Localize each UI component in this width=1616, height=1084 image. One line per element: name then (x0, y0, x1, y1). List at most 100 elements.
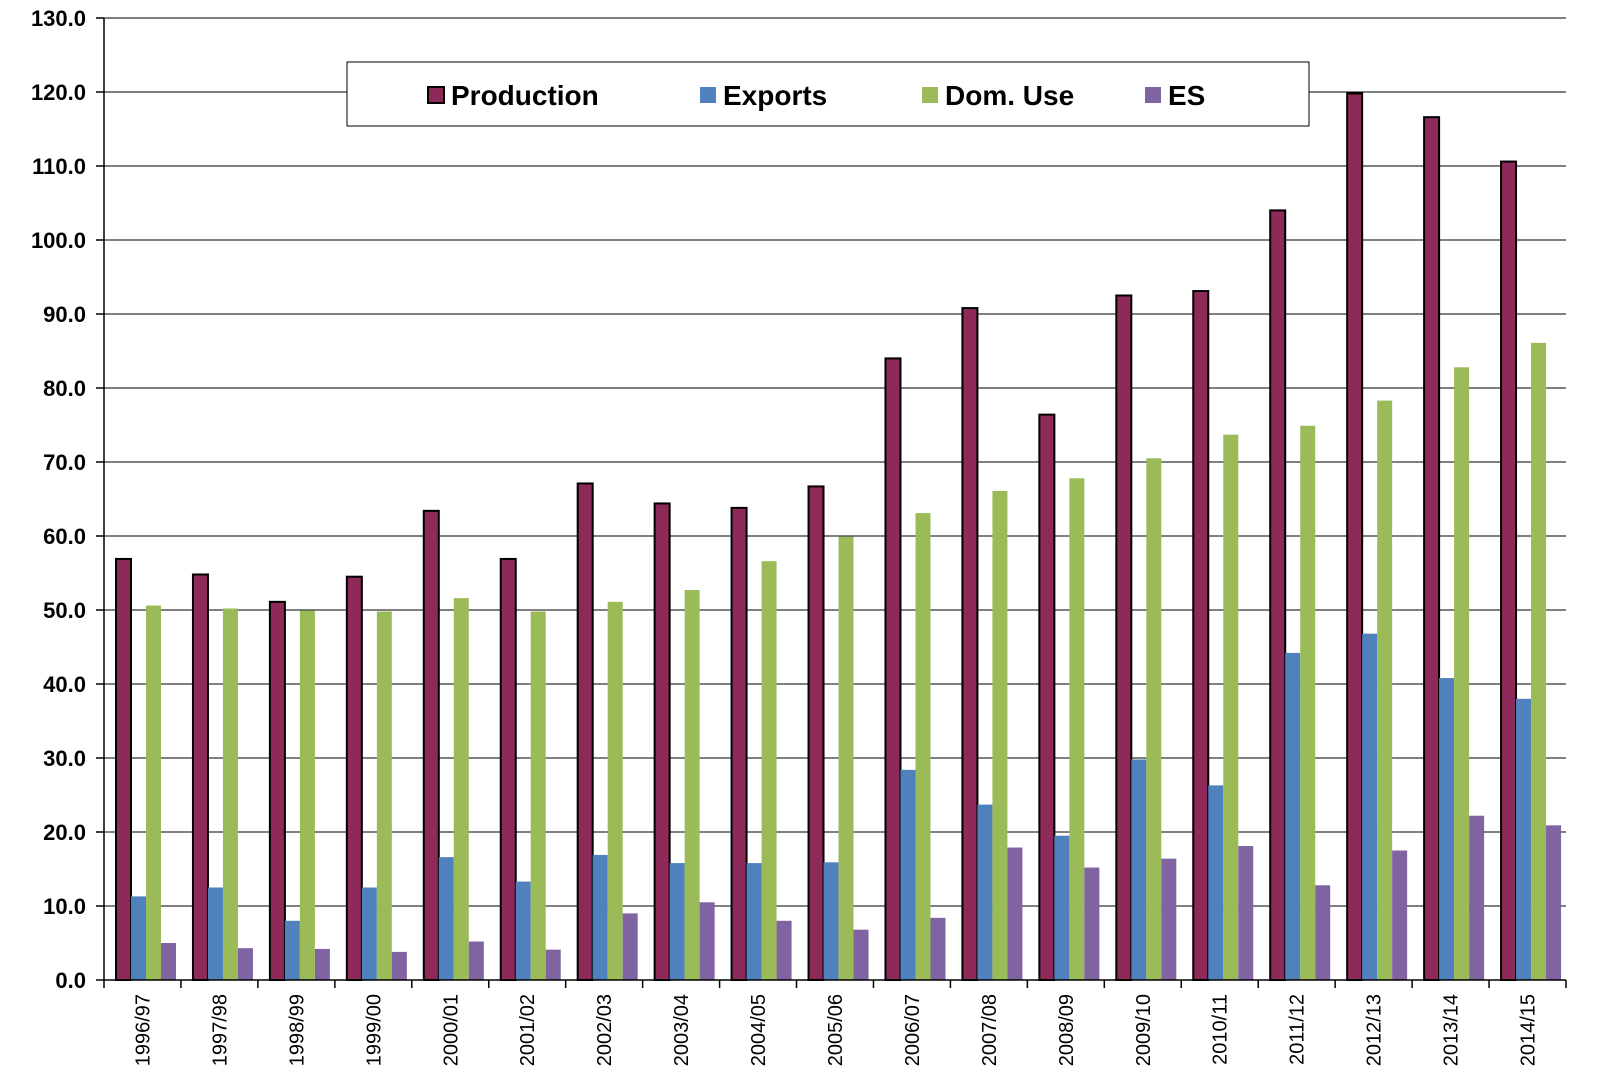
legend-swatch (427, 86, 445, 104)
bar-es (1546, 825, 1562, 980)
bar-dom-use (684, 590, 700, 980)
bar-production (1192, 290, 1210, 981)
bar-production (268, 600, 286, 981)
x-tick-label: 2005/06 (825, 994, 847, 1066)
bar-production (961, 307, 979, 981)
bar-production (1346, 92, 1364, 982)
bar-production (115, 557, 132, 981)
bar-es (699, 902, 715, 980)
y-tick-label: 30.0 (43, 746, 86, 771)
bar-es (1469, 815, 1485, 980)
bars (115, 92, 1562, 982)
bar-es (237, 948, 253, 980)
bar-es (1392, 850, 1408, 980)
axes (96, 17, 1567, 988)
bar-dom-use (1454, 367, 1470, 980)
bar-production (884, 357, 902, 981)
y-axis-tick-labels: 0.0 10.0 20.0 30.0 40.0 50.0 60.0 70.0 80.0 90.0 1… (31, 6, 86, 993)
bar-production (191, 573, 209, 981)
bar-dom-use (1531, 342, 1547, 980)
bar-es (391, 951, 407, 980)
bar-es (1238, 846, 1254, 980)
bar-exports (746, 863, 762, 980)
bar-es (468, 941, 484, 980)
legend-label: Dom. Use (945, 80, 1074, 111)
bar-exports (900, 769, 916, 980)
x-tick-label: 2003/04 (671, 994, 693, 1066)
bar-dom-use (1300, 425, 1316, 980)
y-tick-label: 110.0 (32, 154, 86, 179)
bar-exports (977, 804, 993, 980)
bar-exports (1516, 698, 1532, 980)
bar-dom-use (838, 536, 854, 980)
bar-es (1315, 885, 1331, 980)
bar-exports (1285, 652, 1301, 980)
bar-exports (1362, 633, 1378, 980)
legend-label: Production (451, 80, 599, 111)
x-tick-label: 2006/07 (902, 994, 924, 1066)
x-tick-label: 2013/14 (1441, 994, 1463, 1066)
bar-dom-use (1146, 458, 1162, 980)
bar-dom-use (222, 608, 238, 980)
bar-dom-use (146, 605, 161, 980)
bar-production (576, 482, 594, 981)
y-tick-label: 20.0 (43, 820, 86, 845)
y-tick-label: 60.0 (43, 524, 86, 549)
bar-exports (438, 857, 454, 980)
legend-swatch (700, 87, 716, 103)
bar-production (1269, 209, 1287, 981)
bar-exports (361, 887, 377, 980)
x-tick-label: 1997/98 (209, 994, 231, 1066)
bar-dom-use (453, 598, 469, 980)
y-tick-label: 70.0 (43, 450, 86, 475)
x-tick-label: 2007/08 (979, 994, 1001, 1066)
bar-production (1423, 116, 1441, 982)
x-tick-label: 2011/12 (1287, 994, 1309, 1065)
legend-label: Exports (723, 80, 827, 111)
x-tick-label: 2001/02 (517, 994, 539, 1066)
bar-dom-use (376, 611, 392, 980)
bar-production (1500, 160, 1518, 981)
bar-dom-use (530, 611, 546, 980)
y-tick-label: 40.0 (43, 672, 86, 697)
x-tick-label: 2008/09 (1056, 994, 1078, 1066)
y-tick-label: 80.0 (43, 376, 86, 401)
x-tick-label: 2012/13 (1364, 994, 1386, 1066)
bar-dom-use (1223, 434, 1239, 980)
x-tick-label: 1998/99 (286, 994, 308, 1066)
x-tick-label: 2010/11 (1210, 994, 1232, 1065)
bar-production (499, 557, 517, 981)
bar-exports (1439, 678, 1455, 980)
bar-exports (1208, 785, 1224, 980)
bar-es (930, 917, 946, 980)
y-tick-label: 10.0 (43, 894, 86, 919)
bar-es (776, 920, 792, 980)
legend-swatch (1145, 87, 1161, 103)
bar-production (422, 509, 440, 981)
bar-es (314, 948, 330, 980)
bar-exports (207, 887, 223, 980)
legend-label: ES (1168, 80, 1205, 111)
bar-exports (284, 920, 300, 980)
bar-es (1007, 847, 1023, 980)
x-axis-tick-labels: 1996/97 1997/98 1998/99 1999/00 2000/01 2001/… (132, 994, 1539, 1066)
bar-production (807, 485, 825, 981)
bar-exports (1054, 835, 1070, 980)
bar-production (345, 575, 363, 981)
bar-dom-use (607, 601, 623, 980)
bar-production (653, 502, 671, 981)
x-tick-label: 2014/15 (1518, 994, 1540, 1066)
bar-dom-use (1377, 400, 1393, 981)
x-tick-label: 2004/05 (748, 994, 770, 1066)
bar-dom-use (761, 561, 777, 980)
x-tick-label: 2000/01 (440, 994, 462, 1066)
y-tick-label: 120.0 (31, 80, 86, 105)
y-tick-label: 50.0 (43, 598, 86, 623)
bar-production (1038, 413, 1056, 981)
y-tick-label: 100.0 (31, 228, 86, 253)
x-tick-label: 2002/03 (594, 994, 616, 1066)
bar-exports (515, 881, 531, 980)
bar-production (730, 506, 748, 981)
x-tick-label: 1996/97 (132, 994, 154, 1066)
